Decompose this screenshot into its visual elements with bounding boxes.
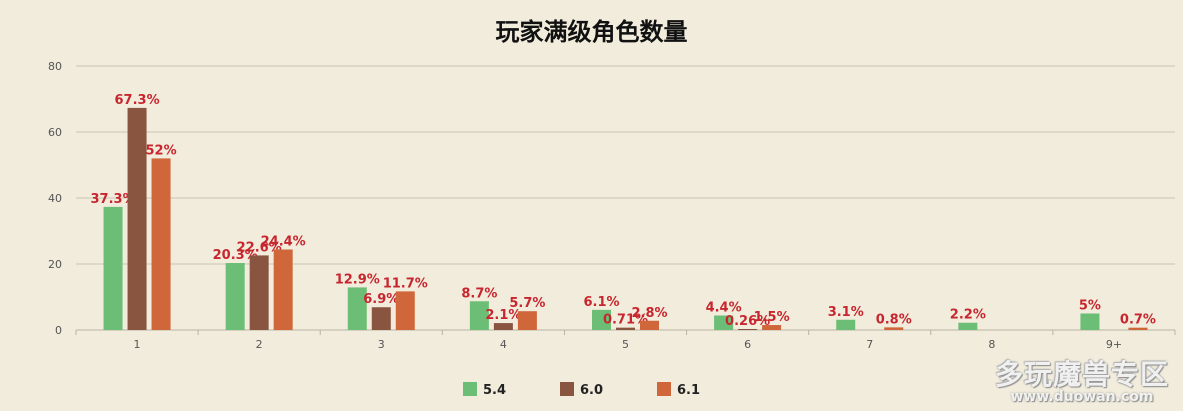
watermark-text: 多玩魔兽专区 — [994, 358, 1169, 391]
x-tick-label: 4 — [500, 338, 507, 351]
bar-series-5-4 — [1080, 313, 1100, 330]
bar-series-6-1 — [151, 158, 171, 330]
bar-series-6-1 — [517, 311, 537, 330]
data-label: 22.6% — [237, 240, 282, 255]
data-label: 5.7% — [509, 296, 545, 311]
data-label: 12.9% — [335, 272, 380, 287]
legend-swatch — [657, 382, 671, 396]
data-label: 0.7% — [1120, 313, 1156, 328]
data-label: 0.8% — [876, 312, 912, 327]
data-label: 2.8% — [631, 306, 667, 321]
bar-series-5-4 — [958, 322, 978, 330]
y-tick-label: 0 — [55, 324, 62, 337]
bar-series-6-0 — [616, 327, 635, 330]
bar-series-6-0 — [127, 107, 147, 330]
data-label: 4.4% — [706, 300, 742, 315]
data-label: 37.3% — [91, 192, 136, 207]
bar-series-6-0 — [493, 323, 513, 330]
data-label: 3.1% — [828, 305, 864, 320]
watermark-url: www.duowan.com — [1010, 389, 1154, 405]
bar-series-6-1 — [273, 249, 293, 330]
data-label: 11.7% — [383, 276, 428, 291]
data-label: 5% — [1079, 299, 1101, 314]
bar-series-6-1 — [640, 320, 659, 330]
legend-swatch — [560, 382, 574, 396]
y-tick-label: 60 — [48, 126, 62, 139]
data-label: 52% — [145, 143, 176, 158]
x-tick-label: 3 — [378, 338, 385, 351]
legend-label: 6.1 — [677, 383, 700, 398]
bar-series-6-1 — [884, 327, 904, 330]
x-tick-label: 8 — [988, 338, 995, 351]
y-tick-label: 80 — [48, 60, 62, 73]
bar-series-5-4 — [347, 287, 367, 330]
data-label: 6.9% — [363, 292, 399, 307]
bar-series-5-4 — [103, 206, 123, 330]
data-label: 1.5% — [754, 310, 790, 325]
bar-series-6-0 — [249, 255, 269, 330]
y-tick-label: 40 — [48, 192, 62, 205]
chart-title: 玩家满级角色数量 — [495, 18, 688, 46]
bar-series-6-0 — [738, 329, 758, 330]
legend-label: 5.4 — [483, 383, 506, 398]
bar-series-5-4 — [836, 319, 856, 330]
data-label: 6.1% — [583, 295, 619, 310]
data-label: 24.4% — [261, 234, 306, 249]
bar-series-5-4 — [469, 301, 489, 330]
bar-series-6-0 — [371, 307, 391, 330]
x-tick-label: 1 — [134, 338, 141, 351]
bar-series-5-4 — [225, 263, 245, 330]
x-tick-label: 6 — [744, 338, 751, 351]
data-label: 20.3% — [213, 248, 258, 263]
bar-series-5-4 — [714, 315, 734, 330]
bar-series-6-1 — [762, 325, 782, 330]
legend-swatch — [463, 382, 477, 396]
legend-label: 6.0 — [580, 383, 603, 398]
bar-series-6-1 — [1128, 327, 1148, 330]
data-label: 0.26% — [725, 314, 770, 329]
bar-series-6-1 — [395, 291, 415, 330]
data-label: 2.2% — [950, 308, 986, 323]
bar-series-5-4 — [592, 309, 611, 330]
y-tick-label: 20 — [48, 258, 62, 271]
data-label: 8.7% — [461, 286, 497, 301]
data-label: 67.3% — [115, 93, 160, 108]
data-label: 2.1% — [485, 308, 521, 323]
x-tick-label: 5 — [622, 338, 629, 351]
x-tick-label: 2 — [256, 338, 263, 351]
x-tick-label: 9+ — [1106, 338, 1122, 351]
data-label: 0.71% — [603, 313, 648, 328]
watermark-logo: 多玩魔兽专区 www.duowan.com — [995, 353, 1169, 405]
x-tick-label: 7 — [866, 338, 873, 351]
